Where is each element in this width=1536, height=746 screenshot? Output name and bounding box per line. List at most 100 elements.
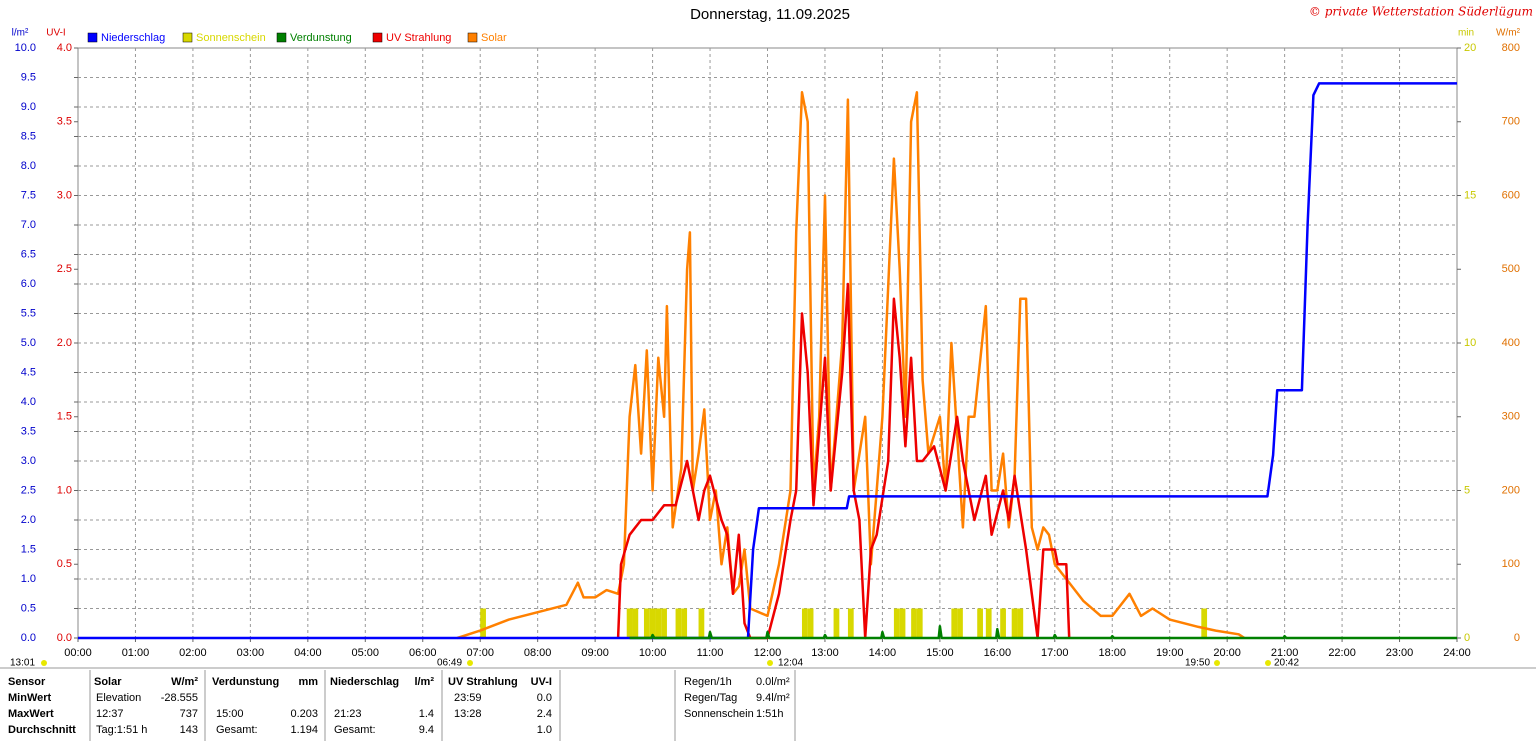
y-tick-label: 6.0 <box>21 278 36 290</box>
y-tick-label: 3.5 <box>21 425 36 437</box>
summary-label: Sonnenschein <box>684 708 754 720</box>
y-tick-label: 500 <box>1502 263 1520 275</box>
series-line <box>616 282 1071 640</box>
y-tick-label: 10.0 <box>15 42 36 54</box>
row-label: MinWert <box>8 692 52 704</box>
x-tick-label: 13:00 <box>811 647 839 659</box>
sun-marker <box>41 660 47 666</box>
sunshine-bar <box>661 608 667 638</box>
y-tick-label: 20 <box>1464 42 1476 54</box>
sunshine-bar <box>632 608 639 638</box>
x-tick-label: 00:00 <box>64 647 92 659</box>
y-tick-label: 1.5 <box>57 411 72 423</box>
x-tick-label: 24:00 <box>1443 647 1471 659</box>
y-tick-label: 3.0 <box>57 189 72 201</box>
y-tick-label: 8.0 <box>21 160 36 172</box>
y-tick-label: 8.5 <box>21 130 36 142</box>
cell-label: 12:37 <box>96 708 124 720</box>
sunshine-bar <box>1201 608 1208 638</box>
column-unit: W/m² <box>171 676 198 688</box>
x-tick-label: 16:00 <box>984 647 1012 659</box>
y-tick-label: 0 <box>1514 632 1520 644</box>
sunshine-bar <box>985 608 992 638</box>
y-tick-label: 5 <box>1464 484 1470 496</box>
legend-swatch <box>87 32 98 43</box>
row-label: Durchschnitt <box>8 724 76 736</box>
x-tick-label: 19:00 <box>1156 647 1184 659</box>
row-label: Sensor <box>8 676 46 688</box>
legend-label: UV Strahlung <box>386 32 451 44</box>
y-tick-label: 3.0 <box>21 455 36 467</box>
sunshine-bar <box>643 608 650 638</box>
y-tick-label: 0 <box>1464 632 1470 644</box>
cell-value: 1.0 <box>537 724 552 736</box>
sunshine-bar <box>1000 608 1006 638</box>
x-tick-label: 06:00 <box>409 647 437 659</box>
column-unit: UV-I <box>531 676 552 688</box>
x-tick-label: 15:00 <box>926 647 954 659</box>
row-label: MaxWert <box>8 708 54 720</box>
column-title: Niederschlag <box>330 676 399 688</box>
y-tick-label: 15 <box>1464 189 1476 201</box>
cell-label: 23:59 <box>454 692 482 704</box>
x-tick-label: 05:00 <box>352 647 380 659</box>
cell-label: 21:23 <box>334 708 362 720</box>
axis-label: min <box>1458 28 1474 39</box>
y-tick-label: 700 <box>1502 116 1520 128</box>
chart-title: Donnerstag, 11.09.2025 <box>690 6 850 23</box>
y-tick-label: 10 <box>1464 337 1476 349</box>
x-tick-label: 12:00 <box>754 647 782 659</box>
cell-label: Tag:1:51 h <box>96 724 147 736</box>
y-tick-label: 2.5 <box>57 263 72 275</box>
cell-label: 15:00 <box>216 708 244 720</box>
legend-label: Solar <box>481 32 507 44</box>
cell-value: 2.4 <box>537 708 552 720</box>
legend-swatch <box>276 32 287 43</box>
x-tick-label: 22:00 <box>1328 647 1356 659</box>
y-tick-label: 9.5 <box>21 71 36 83</box>
x-tick-label: 10:00 <box>639 647 667 659</box>
sunshine-bar <box>977 608 983 638</box>
y-tick-label: 6.5 <box>21 248 36 260</box>
sunshine-bar <box>626 608 633 638</box>
y-tick-label: 600 <box>1502 189 1520 201</box>
cell-label: Gesamt: <box>334 724 376 736</box>
sunshine-bar <box>480 608 486 638</box>
sun-marker <box>1265 660 1271 666</box>
cell-value: 9.4 <box>419 724 434 736</box>
legend-swatch <box>372 32 383 43</box>
legend-label: Sonnenschein <box>196 32 266 44</box>
cell-label: 13:28 <box>454 708 482 720</box>
annotation: 12:04 <box>778 658 803 669</box>
sunshine-bar <box>649 608 656 638</box>
y-tick-label: 1.0 <box>57 484 72 496</box>
x-tick-label: 02:00 <box>179 647 207 659</box>
y-tick-label: 1.5 <box>21 543 36 555</box>
y-tick-label: 7.5 <box>21 189 36 201</box>
axis-label: UV-I <box>46 28 65 39</box>
sun-marker <box>467 660 473 666</box>
y-tick-label: 100 <box>1502 558 1520 570</box>
x-tick-label: 09:00 <box>581 647 609 659</box>
x-tick-label: 07:00 <box>466 647 494 659</box>
series-line <box>629 624 1457 640</box>
cell-value: 1.194 <box>290 724 318 736</box>
cell-label: Elevation <box>96 692 141 704</box>
sunshine-bar <box>847 608 854 638</box>
x-tick-label: 14:00 <box>869 647 897 659</box>
summary-label: Regen/1h <box>684 676 732 688</box>
legend-label: Verdunstung <box>290 32 352 44</box>
x-tick-label: 23:00 <box>1386 647 1414 659</box>
sun-marker <box>1214 660 1220 666</box>
summary-value: 1:51h <box>756 708 784 720</box>
x-tick-label: 03:00 <box>237 647 265 659</box>
y-tick-label: 1.0 <box>21 573 36 585</box>
column-title: Verdunstung <box>212 676 279 688</box>
summary-value: 0.0l/m² <box>756 676 790 688</box>
y-tick-label: 2.0 <box>57 337 72 349</box>
axis-label: l/m² <box>12 28 29 39</box>
sunshine-bar <box>951 608 958 638</box>
column-title: UV Strahlung <box>448 676 518 688</box>
sunshine-bar <box>675 608 682 638</box>
